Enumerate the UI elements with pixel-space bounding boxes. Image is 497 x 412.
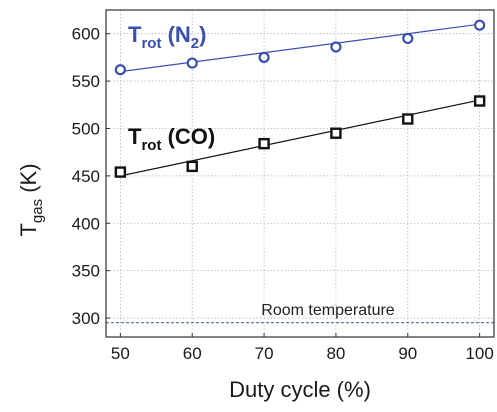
y-tick-label: 600 [72, 25, 100, 44]
plot-frame [105, 9, 495, 338]
data-point [114, 64, 126, 76]
series-1 [114, 95, 486, 178]
data-point [114, 166, 127, 178]
data-point [186, 57, 198, 69]
y-tick-label: 450 [72, 167, 100, 186]
data-point [258, 137, 270, 150]
data-point [330, 41, 342, 53]
data-point [258, 51, 270, 63]
x-tick-label: 80 [326, 344, 345, 363]
series-label-co: Trot (CO) [128, 124, 215, 154]
data-point [474, 19, 486, 31]
y-tick-label: 350 [72, 262, 100, 281]
x-tick-label: 100 [465, 344, 493, 363]
x-tick-label: 50 [111, 344, 130, 363]
x-axis-title: Duty cycle (%) [229, 377, 371, 402]
data-point [330, 127, 342, 139]
x-tick-label: 90 [398, 344, 417, 363]
data-point [402, 32, 414, 45]
fit-line [120, 99, 480, 177]
x-tick-label: 70 [255, 344, 274, 363]
data-point [402, 113, 414, 125]
y-tick-label: 400 [72, 214, 100, 233]
y-tick-label: 300 [72, 309, 100, 328]
fit-line [120, 23, 480, 73]
x-tick-label: 60 [183, 344, 202, 363]
series-layer [114, 19, 486, 178]
grid [106, 10, 494, 337]
series-label-n2: Trot (N2) [128, 22, 206, 52]
tick-labels: 50 60 70 80 90 100 300 350 400 450 500 550 600 [72, 25, 494, 363]
data-point [186, 160, 198, 173]
y-tick-label: 500 [72, 119, 100, 138]
series-0 [114, 19, 486, 76]
y-axis-title: Tgas (K) [16, 163, 46, 236]
y-tick-label: 550 [72, 72, 100, 91]
room-temperature-label: Room temperature [261, 302, 394, 319]
data-point [473, 95, 486, 107]
